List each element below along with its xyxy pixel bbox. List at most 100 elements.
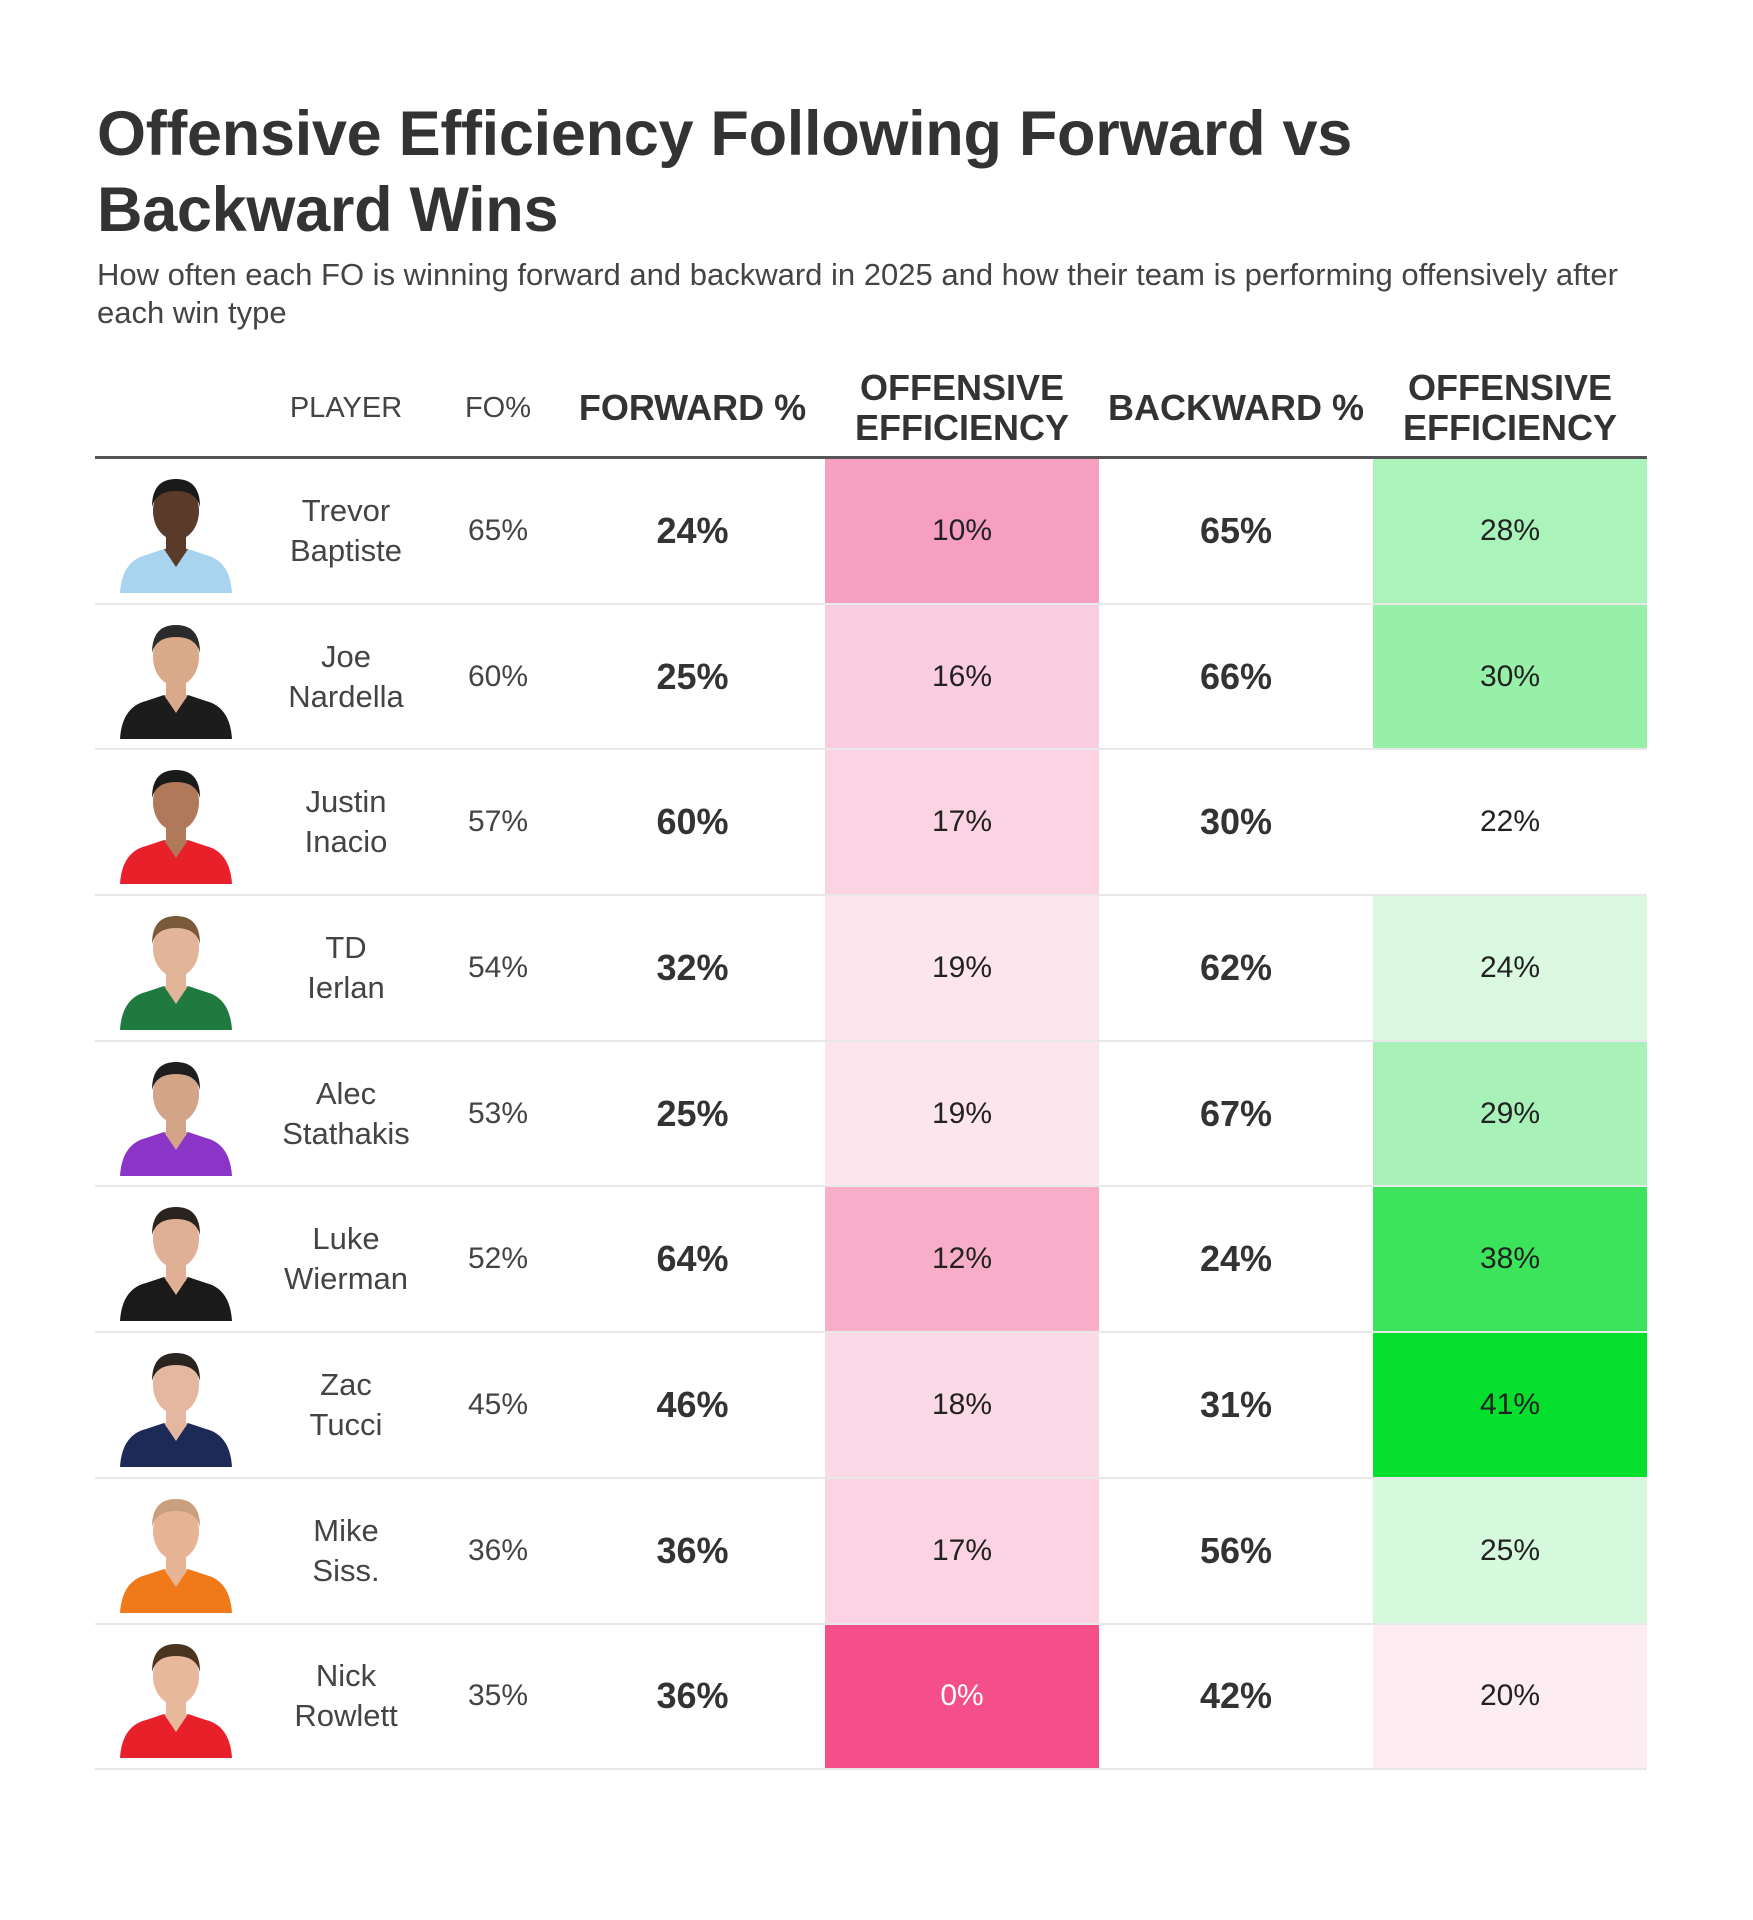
- eff-forward-cell: 17%: [825, 750, 1099, 895]
- fo-pct-cell: 52%: [467, 1242, 529, 1276]
- eff-backward-cell: 20%: [1373, 1624, 1647, 1769]
- header-fo: FO%: [464, 391, 532, 424]
- player-avatar-icon: [119, 478, 232, 593]
- player-first-name: Trevor: [301, 492, 391, 528]
- player-first-name: Justin: [305, 784, 387, 820]
- backward-pct-cell: 62%: [1199, 946, 1273, 988]
- player-avatar-icon: [119, 915, 232, 1030]
- forward-pct-cell: 64%: [656, 1238, 729, 1280]
- fo-pct-cell: 57%: [467, 805, 529, 839]
- header-forward: FORWARD %: [578, 387, 807, 428]
- eff-forward-cell: 16%: [825, 604, 1099, 749]
- eff-backward-cell: 29%: [1373, 1041, 1647, 1186]
- forward-pct-cell: 32%: [656, 946, 729, 988]
- player-name: Alec Stathakis: [256, 1042, 436, 1186]
- forward-pct-cell: 60%: [656, 801, 729, 843]
- eff-forward-cell: 19%: [825, 896, 1099, 1040]
- table-row: Joe Nardella 60% 25% 16% 66% 30%: [95, 604, 1647, 751]
- player-photo: [95, 1187, 256, 1331]
- player-first-name: Mike: [313, 1512, 379, 1548]
- table-header: PLAYER FO% FORWARD % OFFENSIVE EFFICIENC…: [95, 360, 1647, 459]
- player-photo: [95, 605, 256, 749]
- backward-pct-cell: 24%: [1199, 1238, 1273, 1280]
- player-avatar-icon: [119, 770, 232, 885]
- player-last-name: Wierman: [283, 1261, 408, 1297]
- table-row: Nick Rowlett 35% 36% 0% 42% 20%: [95, 1624, 1647, 1771]
- header-player: PLAYER: [289, 391, 403, 424]
- forward-pct-cell: 46%: [656, 1383, 729, 1425]
- eff-backward-cell: 22%: [1373, 750, 1647, 895]
- forward-pct-cell: 36%: [656, 1529, 729, 1571]
- header-eff-forward: OFFENSIVE EFFICIENCY: [854, 367, 1069, 448]
- player-avatar-icon: [119, 1644, 232, 1759]
- player-photo: [95, 1479, 256, 1623]
- player-first-name: Luke: [312, 1221, 380, 1257]
- player-avatar-icon: [119, 1498, 232, 1613]
- fo-pct-cell: 53%: [467, 1096, 529, 1130]
- fo-pct-cell: 54%: [467, 950, 529, 984]
- header-eff-backward: OFFENSIVE EFFICIENCY: [1402, 367, 1617, 448]
- player-last-name: Stathakis: [282, 1115, 410, 1151]
- player-first-name: Alec: [315, 1075, 377, 1111]
- player-photo: [95, 750, 256, 894]
- eff-forward-cell: 12%: [825, 1187, 1099, 1332]
- player-first-name: Nick: [315, 1658, 377, 1694]
- forward-pct-cell: 25%: [656, 1092, 729, 1134]
- player-last-name: Rowlett: [294, 1698, 398, 1734]
- player-name: Trevor Baptiste: [256, 459, 436, 603]
- table-body: Trevor Baptiste 65% 24% 10% 65% 28% Joe Na…: [95, 459, 1647, 1771]
- fo-pct-cell: 35%: [467, 1679, 529, 1713]
- player-last-name: Nardella: [288, 678, 404, 714]
- player-photo: [95, 1333, 256, 1477]
- eff-forward-cell: 19%: [825, 1041, 1099, 1186]
- header-backward: BACKWARD %: [1108, 387, 1364, 428]
- table-row: Trevor Baptiste 65% 24% 10% 65% 28%: [95, 459, 1647, 605]
- table-row: Alec Stathakis 53% 25% 19% 67% 29%: [95, 1041, 1647, 1188]
- player-photo: [95, 459, 256, 603]
- player-last-name: Tucci: [309, 1406, 383, 1442]
- backward-pct-cell: 42%: [1199, 1675, 1273, 1717]
- stats-table: PLAYER FO% FORWARD % OFFENSIVE EFFICIENC…: [95, 360, 1647, 1771]
- player-avatar-icon: [119, 624, 232, 739]
- player-last-name: Siss.: [312, 1552, 380, 1588]
- eff-backward-cell: 25%: [1373, 1478, 1647, 1623]
- eff-backward-cell: 28%: [1373, 459, 1647, 603]
- fo-pct-cell: 60%: [467, 659, 529, 693]
- fo-pct-cell: 65%: [467, 513, 529, 547]
- player-first-name: Zac: [320, 1366, 372, 1402]
- player-last-name: Ierlan: [307, 969, 385, 1005]
- page-subtitle: How often each FO is winning forward and…: [97, 257, 1618, 330]
- table-row: Mike Siss. 36% 36% 17% 56% 25%: [95, 1478, 1647, 1625]
- forward-pct-cell: 25%: [656, 655, 729, 697]
- forward-pct-cell: 36%: [656, 1675, 729, 1717]
- player-photo: [95, 1042, 256, 1186]
- eff-forward-cell: 0%: [825, 1624, 1099, 1769]
- backward-pct-cell: 30%: [1199, 801, 1273, 843]
- player-name: Zac Tucci: [256, 1333, 436, 1477]
- player-name: TD Ierlan: [256, 896, 436, 1040]
- player-name: Luke Wierman: [256, 1187, 436, 1331]
- player-photo: [95, 896, 256, 1040]
- backward-pct-cell: 31%: [1199, 1383, 1273, 1425]
- eff-forward-cell: 18%: [825, 1333, 1099, 1477]
- player-photo: [95, 1625, 256, 1769]
- fo-pct-cell: 45%: [467, 1387, 529, 1421]
- eff-forward-cell: 17%: [825, 1478, 1099, 1623]
- player-name: Joe Nardella: [256, 605, 436, 749]
- table-row: Zac Tucci 45% 46% 18% 31% 41%: [95, 1333, 1647, 1479]
- player-name: Justin Inacio: [256, 750, 436, 894]
- table-row: TD Ierlan 54% 32% 19% 62% 24%: [95, 896, 1647, 1042]
- eff-backward-cell: 38%: [1373, 1187, 1647, 1332]
- backward-pct-cell: 67%: [1199, 1092, 1273, 1134]
- table-row: Luke Wierman 52% 64% 12% 24% 38%: [95, 1187, 1647, 1334]
- forward-pct-cell: 24%: [656, 509, 729, 551]
- backward-pct-cell: 66%: [1199, 655, 1273, 697]
- player-avatar-icon: [119, 1061, 232, 1176]
- player-name: Mike Siss.: [256, 1479, 436, 1623]
- player-avatar-icon: [119, 1207, 232, 1322]
- eff-backward-cell: 24%: [1373, 896, 1647, 1040]
- eff-backward-cell: 41%: [1373, 1333, 1647, 1477]
- eff-forward-cell: 10%: [825, 459, 1099, 603]
- backward-pct-cell: 56%: [1199, 1529, 1273, 1571]
- player-name: Nick Rowlett: [256, 1625, 436, 1769]
